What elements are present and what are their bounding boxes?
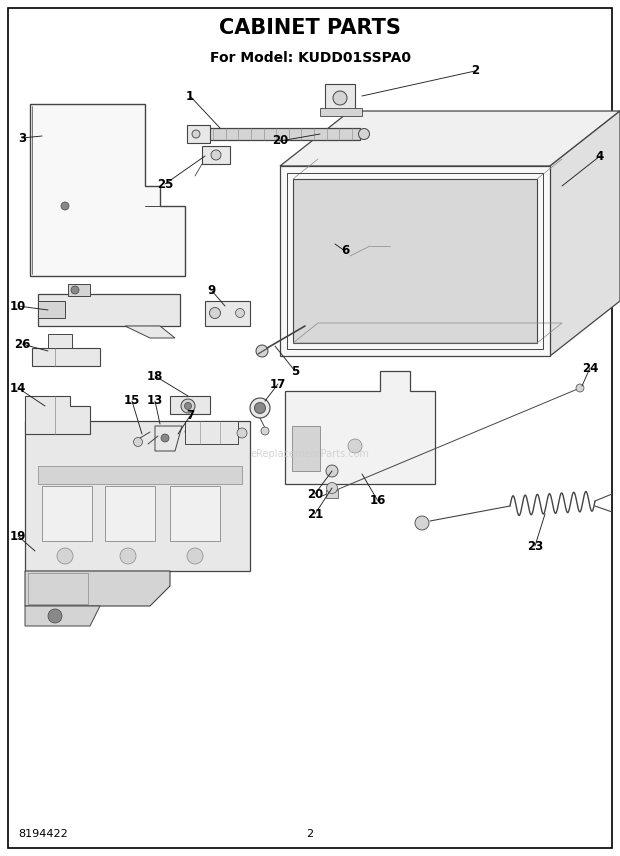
Text: 20: 20 xyxy=(272,134,288,147)
Text: 26: 26 xyxy=(14,337,30,350)
Circle shape xyxy=(57,548,73,564)
Text: 5: 5 xyxy=(291,365,299,377)
Text: 23: 23 xyxy=(527,539,543,552)
Polygon shape xyxy=(293,179,537,343)
Polygon shape xyxy=(25,606,100,626)
Polygon shape xyxy=(170,396,210,414)
Circle shape xyxy=(211,150,221,160)
Polygon shape xyxy=(28,573,88,604)
Circle shape xyxy=(181,399,195,413)
Circle shape xyxy=(71,286,79,294)
Text: eReplacementParts.com: eReplacementParts.com xyxy=(250,449,370,459)
Text: 7: 7 xyxy=(186,409,194,423)
Polygon shape xyxy=(280,111,620,166)
Text: 6: 6 xyxy=(341,245,349,258)
Text: CABINET PARTS: CABINET PARTS xyxy=(219,18,401,38)
Circle shape xyxy=(256,345,268,357)
Circle shape xyxy=(210,307,221,318)
Polygon shape xyxy=(38,294,180,326)
Polygon shape xyxy=(320,108,362,116)
Polygon shape xyxy=(326,490,338,498)
Text: For Model: KUDD01SSPA0: For Model: KUDD01SSPA0 xyxy=(210,51,410,65)
Polygon shape xyxy=(292,426,320,471)
Circle shape xyxy=(61,202,69,210)
Polygon shape xyxy=(38,466,242,484)
Polygon shape xyxy=(25,571,170,606)
Polygon shape xyxy=(32,348,100,366)
Polygon shape xyxy=(187,125,210,143)
Text: 21: 21 xyxy=(307,508,323,520)
Circle shape xyxy=(161,434,169,442)
Text: 2: 2 xyxy=(306,829,314,839)
Circle shape xyxy=(358,128,370,140)
Polygon shape xyxy=(68,284,90,296)
Circle shape xyxy=(415,516,429,530)
Circle shape xyxy=(348,439,362,453)
Polygon shape xyxy=(185,421,238,444)
Text: 2: 2 xyxy=(471,64,479,78)
Polygon shape xyxy=(280,166,550,356)
Polygon shape xyxy=(550,111,620,356)
Circle shape xyxy=(327,483,337,494)
Circle shape xyxy=(185,402,192,409)
Circle shape xyxy=(333,91,347,105)
Circle shape xyxy=(250,398,270,418)
Polygon shape xyxy=(325,84,355,111)
Polygon shape xyxy=(25,396,90,434)
Polygon shape xyxy=(48,334,72,348)
Polygon shape xyxy=(105,486,155,541)
Text: 13: 13 xyxy=(147,395,163,407)
Polygon shape xyxy=(25,421,250,571)
Text: 4: 4 xyxy=(596,150,604,163)
Polygon shape xyxy=(125,326,175,338)
Text: 9: 9 xyxy=(208,284,216,298)
Circle shape xyxy=(237,428,247,438)
Text: 3: 3 xyxy=(18,132,26,145)
Polygon shape xyxy=(155,426,182,451)
Text: 24: 24 xyxy=(582,361,598,375)
Polygon shape xyxy=(202,146,230,164)
Text: 19: 19 xyxy=(10,530,26,543)
Circle shape xyxy=(254,402,265,413)
Circle shape xyxy=(187,548,203,564)
Text: 15: 15 xyxy=(124,395,140,407)
Circle shape xyxy=(576,384,584,392)
Circle shape xyxy=(120,548,136,564)
Polygon shape xyxy=(205,301,250,326)
Text: 16: 16 xyxy=(370,495,386,508)
Circle shape xyxy=(192,130,200,138)
Text: 17: 17 xyxy=(270,377,286,390)
Text: 25: 25 xyxy=(157,177,173,191)
Text: 14: 14 xyxy=(10,382,26,395)
Polygon shape xyxy=(205,128,360,140)
Polygon shape xyxy=(42,486,92,541)
Polygon shape xyxy=(38,301,65,318)
Text: 10: 10 xyxy=(10,300,26,312)
Text: 1: 1 xyxy=(186,90,194,103)
Circle shape xyxy=(48,609,62,623)
Polygon shape xyxy=(170,486,220,541)
Circle shape xyxy=(133,437,143,447)
Text: 18: 18 xyxy=(147,370,163,383)
Text: 20: 20 xyxy=(307,488,323,501)
Text: 8194422: 8194422 xyxy=(18,829,68,839)
Circle shape xyxy=(261,427,269,435)
Circle shape xyxy=(326,465,338,477)
Polygon shape xyxy=(30,104,185,276)
Polygon shape xyxy=(285,371,435,484)
Circle shape xyxy=(236,308,244,318)
